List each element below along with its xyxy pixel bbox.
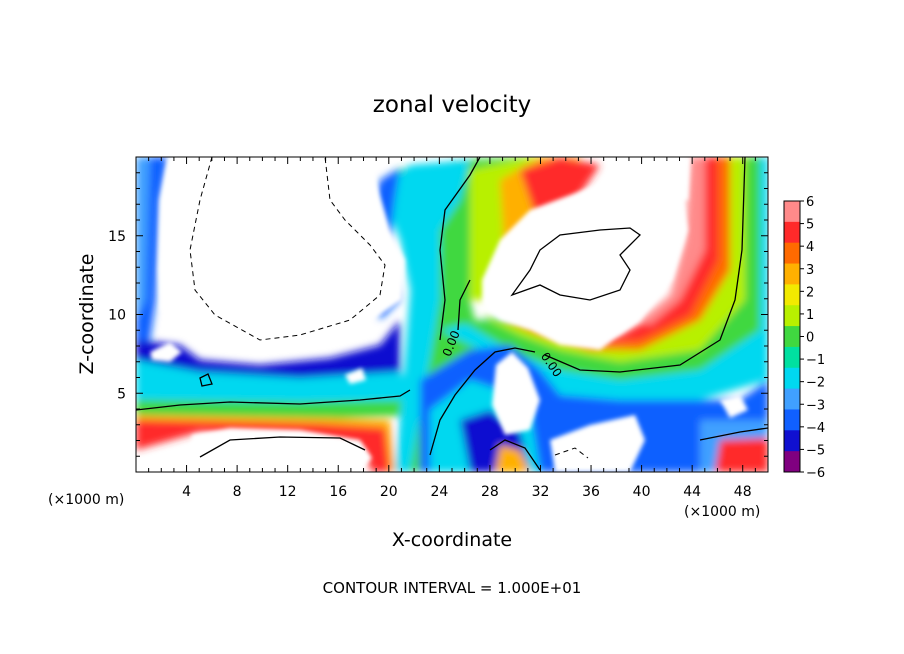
x-tick-label: 36 [582, 484, 600, 500]
colorbar-tick-label: 2 [806, 285, 814, 300]
heatmap-field [136, 157, 768, 472]
colorbar-swatch [784, 367, 800, 390]
y-tick-label: 15 [108, 229, 126, 245]
colorbar-swatch [784, 346, 800, 369]
colorbar-tick-label: −4 [806, 421, 825, 436]
x-tick-label: 44 [683, 484, 701, 500]
contour-interval-note: CONTOUR INTERVAL = 1.000E+01 [323, 579, 582, 597]
x-tick-label: 12 [279, 484, 297, 500]
colorbar-tick-label: −2 [806, 376, 825, 391]
colorbar-swatch [784, 263, 800, 285]
colorbar-swatch [784, 305, 800, 327]
colorbar: 6 5 4 3 2 1 0 −1 −2 −3 −4 −5 −6 [783, 195, 825, 481]
x-tick-label: 32 [532, 484, 550, 500]
x-tick-label: 24 [430, 484, 448, 500]
colorbar-swatch [784, 409, 800, 431]
colorbar-tick-label: −5 [806, 443, 825, 458]
colorbar-tick-label: 1 [806, 308, 814, 323]
colorbar-tick-label: 4 [806, 240, 814, 255]
colorbar-swatch [784, 326, 800, 348]
colorbar-tick-label: 3 [806, 263, 814, 278]
y-axis-ticks: 5 10 15 [108, 172, 768, 457]
x-tick-label: 4 [182, 484, 191, 500]
colorbar-swatch [784, 242, 800, 265]
colorbar-swatch [784, 430, 800, 452]
y-tick-label: 10 [108, 308, 126, 324]
x-tick-label: 20 [380, 484, 398, 500]
y-tick-label: 5 [117, 386, 126, 402]
x-axis-ticks: 4 8 12 16 20 24 28 32 36 40 44 48 [148, 157, 756, 500]
x-tick-label: 8 [233, 484, 242, 500]
x-unit-left: (×1000 m) [48, 492, 124, 508]
x-tick-label: 16 [329, 484, 347, 500]
colorbar-swatch [784, 221, 800, 244]
colorbar-tick-label: 0 [806, 331, 814, 346]
chart-title: zonal velocity [373, 92, 531, 118]
colorbar-tick-label: −6 [806, 466, 825, 481]
colorbar-swatch [784, 388, 800, 410]
colorbar-tick-label: 5 [806, 218, 814, 233]
x-tick-label: 40 [633, 484, 651, 500]
x-unit-right: (×1000 m) [684, 504, 760, 520]
y-axis-label: Z-coordinate [76, 254, 98, 375]
colorbar-tick-label: −1 [806, 353, 825, 368]
x-tick-label: 28 [481, 484, 499, 500]
colorbar-tick-label: 6 [806, 195, 814, 210]
colorbar-swatch [784, 284, 800, 306]
colorbar-swatch [784, 451, 800, 473]
colorbar-swatch [784, 201, 800, 223]
x-tick-label: 48 [734, 484, 752, 500]
colorbar-tick-label: −3 [806, 398, 825, 413]
x-axis-label: X-coordinate [392, 529, 512, 551]
